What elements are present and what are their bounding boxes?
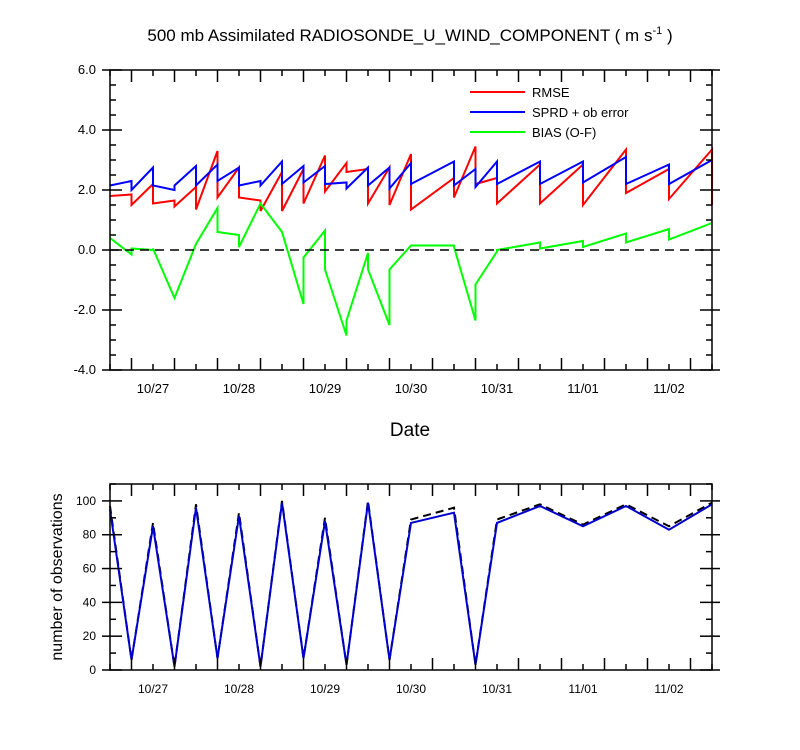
x-tick-label: 11/02	[654, 682, 683, 696]
y-tick-label: 2.0	[78, 182, 96, 197]
y-tick-label: -2.0	[74, 302, 96, 317]
y-tick-label: 40	[83, 595, 97, 609]
x-tick-label: 10/29	[310, 682, 340, 696]
x-tick-label: 10/30	[396, 682, 426, 696]
legend: RMSE SPRD + ob error BIAS (O-F)	[470, 85, 629, 140]
bottom-axis-ticks: 10/27 10/28 10/29 10/30 10/31 11/01 11/02 0 20 40…	[76, 483, 720, 696]
x-tick-label: 10/30	[395, 381, 428, 396]
observation-count-chart: 10/27 10/28 10/29 10/30 10/31 11/01 11/02 0 20 40…	[49, 483, 720, 696]
x-tick-label: 11/02	[653, 381, 685, 396]
obs-used-series-line	[109, 502, 713, 667]
x-tick-label: 11/01	[568, 682, 597, 696]
y-tick-label: 100	[76, 494, 96, 508]
bottom-series-group	[109, 500, 713, 667]
y-tick-label: 20	[83, 629, 97, 643]
y-tick-label: 80	[83, 528, 97, 542]
y-axis-label-observations: number of observations	[49, 493, 66, 660]
legend-sprd-label: SPRD + ob error	[532, 105, 629, 120]
y-tick-label: 6.0	[78, 62, 96, 77]
x-axis-label: Date	[390, 420, 430, 441]
top-axis-ticks: 10/27 10/28 10/29 10/30 10/31 11/01 11/02 6.0 4.…	[74, 62, 720, 396]
y-tick-label: 0	[89, 663, 96, 677]
chart-title-main: 500 mb Assimilated RADIOSONDE_U_WIND_COM…	[147, 26, 652, 45]
rmse-chart: 500 mb Assimilated RADIOSONDE_U_WIND_COM…	[74, 25, 720, 441]
x-tick-label: 10/28	[224, 682, 254, 696]
y-tick-label: 0.0	[78, 242, 96, 257]
x-tick-label: 10/29	[309, 381, 342, 396]
sprd-series-line	[109, 155, 713, 193]
top-plot-frame	[109, 69, 713, 371]
legend-rmse-label: RMSE	[532, 85, 570, 100]
bottom-plot-frame	[109, 483, 713, 671]
x-tick-label: 10/28	[223, 381, 256, 396]
bias-series-line	[109, 201, 713, 336]
y-tick-label: 4.0	[78, 122, 96, 137]
y-tick-label: 60	[83, 562, 97, 576]
x-tick-label: 10/27	[137, 381, 170, 396]
x-tick-label: 10/27	[138, 682, 168, 696]
chart-title-close: )	[662, 26, 672, 45]
chart-title: 500 mb Assimilated RADIOSONDE_U_WIND_COM…	[147, 25, 672, 45]
rmse-series-line	[109, 146, 713, 212]
x-tick-label: 11/01	[567, 381, 599, 396]
chart-title-exponent: -1	[652, 25, 662, 37]
x-tick-label: 10/31	[481, 381, 514, 396]
x-tick-label: 10/31	[482, 682, 512, 696]
legend-bias-label: BIAS (O-F)	[532, 125, 596, 140]
y-tick-label: -4.0	[74, 362, 96, 377]
top-series-group	[109, 146, 713, 336]
